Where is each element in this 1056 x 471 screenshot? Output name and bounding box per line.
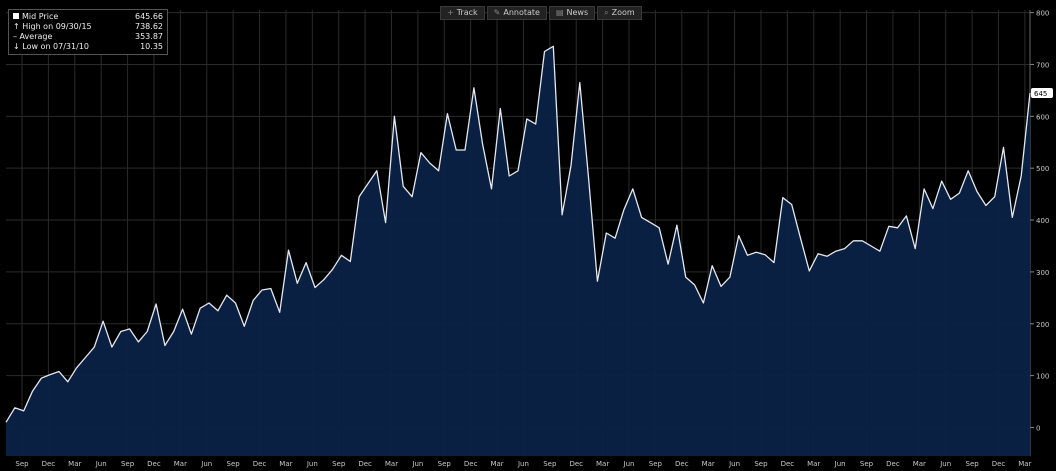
- zoom-icon: ⌕: [604, 8, 609, 17]
- annotate-label: Annotate: [503, 8, 540, 17]
- legend-row-mid: Mid Price 645.66: [13, 12, 163, 22]
- news-label: News: [566, 8, 589, 17]
- x-tick-label: Jun: [728, 460, 740, 468]
- mid-swatch: [13, 13, 19, 19]
- x-tick-label: Jun: [200, 460, 212, 468]
- last-value-label: 645: [1034, 90, 1047, 98]
- x-tick-label: Sep: [543, 460, 557, 468]
- x-tick-label: Dec: [781, 460, 795, 468]
- x-tick-label: Jun: [306, 460, 318, 468]
- x-tick-label: Jun: [95, 460, 107, 468]
- high-marker-icon: ↑: [13, 22, 23, 31]
- x-tick-label: Dec: [253, 460, 267, 468]
- x-tick-label: Dec: [42, 460, 56, 468]
- legend-average-label: Average: [19, 32, 53, 41]
- x-tick-label: Mar: [385, 460, 398, 468]
- x-tick-label: Dec: [147, 460, 161, 468]
- y-tick-label: 600: [1036, 113, 1049, 121]
- x-tick-label: Mar: [174, 460, 187, 468]
- x-tick-label: Sep: [438, 460, 452, 468]
- last-value-badge: [1031, 87, 1053, 98]
- crosshair-icon: +: [447, 8, 454, 17]
- series-line: [5, 45, 1031, 423]
- legend-row-low: ↓ Low on 07/31/10 10.35: [13, 42, 163, 52]
- x-tick-label: Sep: [332, 460, 346, 468]
- track-button[interactable]: + Track: [440, 6, 485, 20]
- x-tick-label: Mar: [1018, 460, 1031, 468]
- y-tick-label: 500: [1036, 165, 1049, 173]
- zoom-label: Zoom: [611, 8, 635, 17]
- legend-low-label: Low on 07/31/10: [22, 42, 89, 51]
- pencil-icon: ✎: [493, 8, 501, 17]
- x-tick-label: Jun: [517, 460, 529, 468]
- legend-box: Mid Price 645.66 ↑ High on 09/30/15 738.…: [8, 9, 168, 55]
- x-tick-label: Mar: [279, 460, 292, 468]
- x-tick-label: Sep: [966, 460, 980, 468]
- y-tick-label: 300: [1036, 269, 1049, 277]
- x-tick-label: Sep: [649, 460, 663, 468]
- x-tick-label: Dec: [675, 460, 689, 468]
- x-tick-label: Jun: [623, 460, 635, 468]
- x-tick-label: Mar: [702, 460, 715, 468]
- x-tick-label: Jun: [411, 460, 423, 468]
- y-tick-label: 700: [1036, 61, 1049, 69]
- legend-mid-value: 645.66: [135, 12, 163, 21]
- x-tick-label: Sep: [754, 460, 768, 468]
- x-tick-label: Mar: [490, 460, 503, 468]
- legend-low-value: 10.35: [140, 42, 163, 51]
- x-tick-label: Sep: [121, 460, 135, 468]
- legend-high-label: High on 09/30/15: [22, 22, 92, 31]
- x-tick-label: Sep: [227, 460, 241, 468]
- average-marker-icon: –: [13, 32, 20, 41]
- x-tick-label: Mar: [68, 460, 81, 468]
- y-tick-label: 100: [1036, 373, 1049, 381]
- zoom-button[interactable]: ⌕ Zoom: [597, 6, 642, 20]
- x-tick-label: Jun: [939, 460, 951, 468]
- x-tick-label: Dec: [464, 460, 478, 468]
- y-tick-label: 800: [1036, 10, 1049, 18]
- y-tick-label: 400: [1036, 217, 1049, 225]
- legend-mid-label: Mid Price: [22, 12, 59, 21]
- y-tick-label: 0: [1036, 424, 1040, 432]
- x-tick-label: Jun: [834, 460, 846, 468]
- x-tick-label: Dec: [886, 460, 900, 468]
- legend-row-high: ↑ High on 09/30/15 738.62: [13, 22, 163, 32]
- x-tick-label: Dec: [358, 460, 372, 468]
- legend-row-average: – Average 353.87: [13, 32, 163, 42]
- x-tick-label: Mar: [807, 460, 820, 468]
- x-tick-label: Dec: [569, 460, 583, 468]
- y-tick-label: 200: [1036, 321, 1049, 329]
- x-tick-label: Sep: [860, 460, 874, 468]
- series-area: [6, 46, 1030, 457]
- x-tick-label: Mar: [596, 460, 609, 468]
- annotate-button[interactable]: ✎ Annotate: [486, 6, 547, 20]
- low-marker-icon: ↓: [13, 42, 23, 51]
- legend-high-value: 738.62: [135, 22, 163, 31]
- news-button[interactable]: ▤ News: [548, 6, 596, 20]
- x-tick-label: Sep: [15, 460, 29, 468]
- x-tick-label: Dec: [992, 460, 1006, 468]
- x-tick-label: Mar: [913, 460, 926, 468]
- legend-average-value: 353.87: [135, 32, 163, 41]
- news-icon: ▤: [555, 8, 564, 17]
- track-label: Track: [456, 8, 478, 17]
- chart-toolbar: + Track ✎ Annotate ▤ News ⌕ Zoom: [440, 6, 642, 20]
